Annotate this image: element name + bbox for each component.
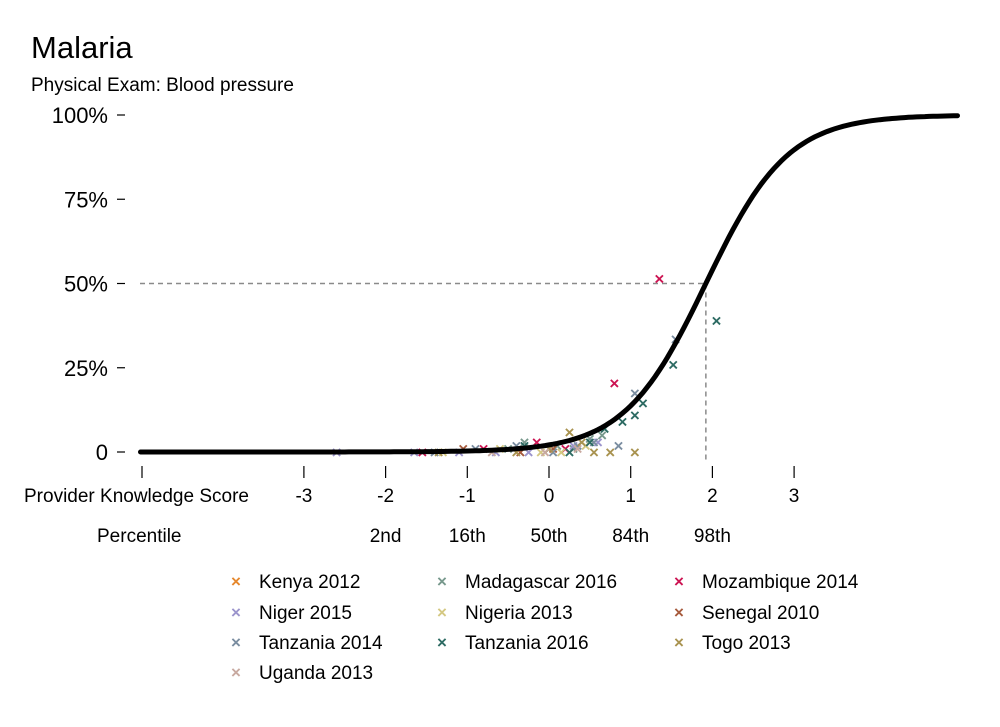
x-tick-label: 2	[707, 486, 718, 507]
legend-marker: ×	[674, 633, 684, 652]
scatter-point: ×	[668, 355, 678, 374]
percentile-tick-label: 50th	[531, 526, 568, 547]
percentile-ticks: 2nd 16th 50th 84th 98th	[370, 526, 731, 547]
scatter-point: ×	[589, 433, 599, 452]
scatter-point: ×	[569, 440, 579, 459]
legend-item-label: Togo 2013	[702, 633, 791, 654]
legend-item-label: Tanzania 2014	[259, 633, 383, 654]
legend-item-label: Tanzania 2016	[465, 633, 589, 654]
scatter-point: ×	[532, 433, 542, 452]
scatter-point: ×	[524, 443, 534, 462]
scatter-point: ×	[536, 443, 546, 462]
scatter-point: ×	[597, 426, 607, 445]
x-tick-label: -1	[459, 486, 476, 507]
scatter-point: ×	[577, 433, 587, 452]
percentile-tick-label: 84th	[612, 526, 649, 547]
legend-item-label: Uganda 2013	[259, 663, 373, 684]
scatter-point: ×	[556, 443, 566, 462]
scatter-point: ×	[585, 433, 595, 452]
scatter-point: ×	[593, 433, 603, 452]
scatter-point: ×	[520, 433, 530, 452]
scatter-point: ×	[564, 423, 574, 442]
scatter-point: ×	[581, 436, 591, 455]
legend-marker: ×	[437, 572, 447, 591]
legend-item-label: Senegal 2010	[702, 603, 819, 624]
scatter-point: ×	[515, 443, 525, 462]
scatter-point: ×	[540, 443, 550, 462]
legend-item-label: Niger 2015	[259, 603, 352, 624]
scatter-point: ×	[544, 440, 554, 459]
scatter-point: ×	[630, 384, 640, 403]
scatter-point: ×	[605, 443, 615, 462]
scatter-point: ×	[560, 440, 570, 459]
scatter-point: ×	[638, 394, 648, 413]
legend-item-label: Kenya 2012	[259, 572, 360, 593]
x-tick-label: -3	[295, 486, 312, 507]
legend: × Kenya 2012 × Madagascar 2016 × Mozambique 2…	[231, 572, 859, 684]
scatter-point: ×	[654, 269, 664, 288]
scatter-point: ×	[630, 443, 640, 462]
scatter-point: ×	[630, 406, 640, 425]
y-axis: 0 25% 50% 75% 100%	[52, 103, 125, 465]
legend-marker: ×	[674, 603, 684, 622]
scatter-point: ×	[511, 436, 521, 455]
scatter-point: ×	[573, 440, 583, 459]
scatter-point: ×	[600, 419, 610, 438]
y-tick-label: 0	[96, 440, 108, 465]
scatter-point: ×	[585, 430, 595, 449]
x-axis-label: Provider Knowledge Score	[24, 486, 249, 507]
legend-item-label: Madagascar 2016	[465, 572, 617, 593]
scatter-point: ×	[712, 312, 722, 331]
scatter-point: ×	[511, 443, 521, 462]
chart-title: Malaria	[31, 30, 133, 65]
legend-item-label: Nigeria 2013	[465, 603, 573, 624]
legend-item-label: Mozambique 2014	[702, 572, 859, 593]
y-tick-label: 100%	[52, 103, 108, 128]
legend-marker: ×	[231, 633, 241, 652]
y-tick-label: 75%	[64, 187, 108, 212]
y-tick-label: 50%	[64, 272, 108, 297]
logistic-curve	[138, 113, 960, 455]
scatter-point: ×	[569, 436, 579, 455]
scatter-point: ×	[548, 440, 558, 459]
legend-marker: ×	[437, 603, 447, 622]
reference-lines	[140, 282, 707, 462]
y-tick-label: 25%	[64, 356, 108, 381]
scatter-point: ×	[613, 436, 623, 455]
scatter-point: ×	[544, 440, 554, 459]
scatter-point: ×	[618, 413, 628, 432]
scatter-point: ×	[609, 374, 619, 393]
scatter-point: ×	[573, 436, 583, 455]
x-tick-label: 1	[625, 486, 636, 507]
chart-subtitle: Physical Exam: Blood pressure	[31, 75, 294, 96]
legend-marker: ×	[231, 663, 241, 682]
percentile-tick-label: 16th	[449, 526, 486, 547]
percentile-label: Percentile	[97, 526, 182, 547]
scatter-point: ×	[564, 443, 574, 462]
x-tick-label: 0	[544, 486, 555, 507]
x-axis: -3 -2 -1 0 1 2 3	[141, 466, 800, 507]
scatter-point: ×	[589, 443, 599, 462]
legend-marker: ×	[231, 603, 241, 622]
x-tick-label: -2	[377, 486, 394, 507]
percentile-tick-label: 2nd	[370, 526, 402, 547]
legend-marker: ×	[437, 633, 447, 652]
scatter-point: ×	[548, 443, 558, 462]
legend-marker: ×	[231, 572, 241, 591]
legend-marker: ×	[674, 572, 684, 591]
x-tick-label: 3	[789, 486, 800, 507]
percentile-tick-label: 98th	[694, 526, 731, 547]
